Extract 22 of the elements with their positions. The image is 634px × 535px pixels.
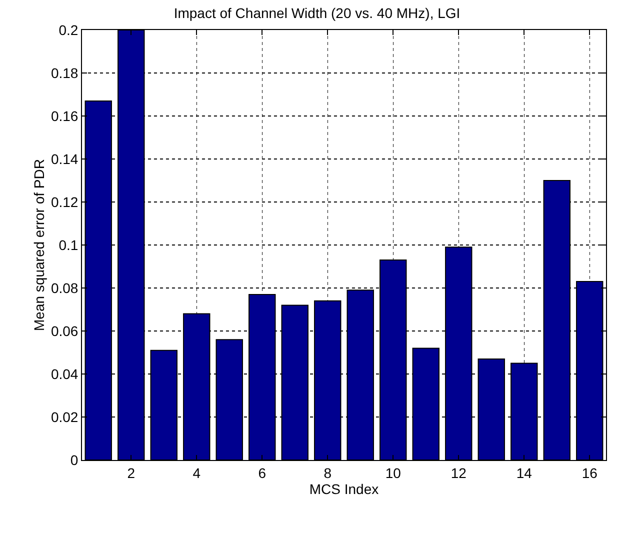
y-tick-label: 0.2 — [58, 22, 78, 38]
x-tick-label: 16 — [582, 464, 598, 481]
x-tick-label: 8 — [324, 464, 332, 481]
x-tick-label: 14 — [516, 464, 532, 481]
y-tick-label: 0.12 — [50, 194, 78, 210]
y-tick-label: 0.18 — [50, 64, 78, 81]
y-tick-label: 0.02 — [50, 408, 78, 425]
y-tick-label: 0.1 — [58, 236, 78, 253]
y-axis-title: Mean squared error of PDR — [31, 159, 47, 331]
x-tick-label: 6 — [258, 464, 266, 481]
chart-title: Impact of Channel Width (20 vs. 40 MHz), LGI — [174, 4, 460, 21]
x-tick-label: 2 — [127, 464, 136, 481]
y-tick-label: 0.16 — [50, 108, 78, 124]
x-tick-label: 10 — [385, 464, 402, 481]
y-tick-label: 0.08 — [50, 280, 78, 296]
y-tick-label: 0.14 — [50, 150, 78, 167]
y-tick-label: 0 — [70, 452, 78, 468]
x-axis-title: MCS Index — [309, 481, 379, 498]
y-tick-label: 0.04 — [50, 366, 78, 382]
y-tick-label: 0.06 — [50, 322, 78, 339]
x-tick-label: 4 — [192, 464, 201, 481]
x-tick-label: 12 — [450, 464, 467, 481]
